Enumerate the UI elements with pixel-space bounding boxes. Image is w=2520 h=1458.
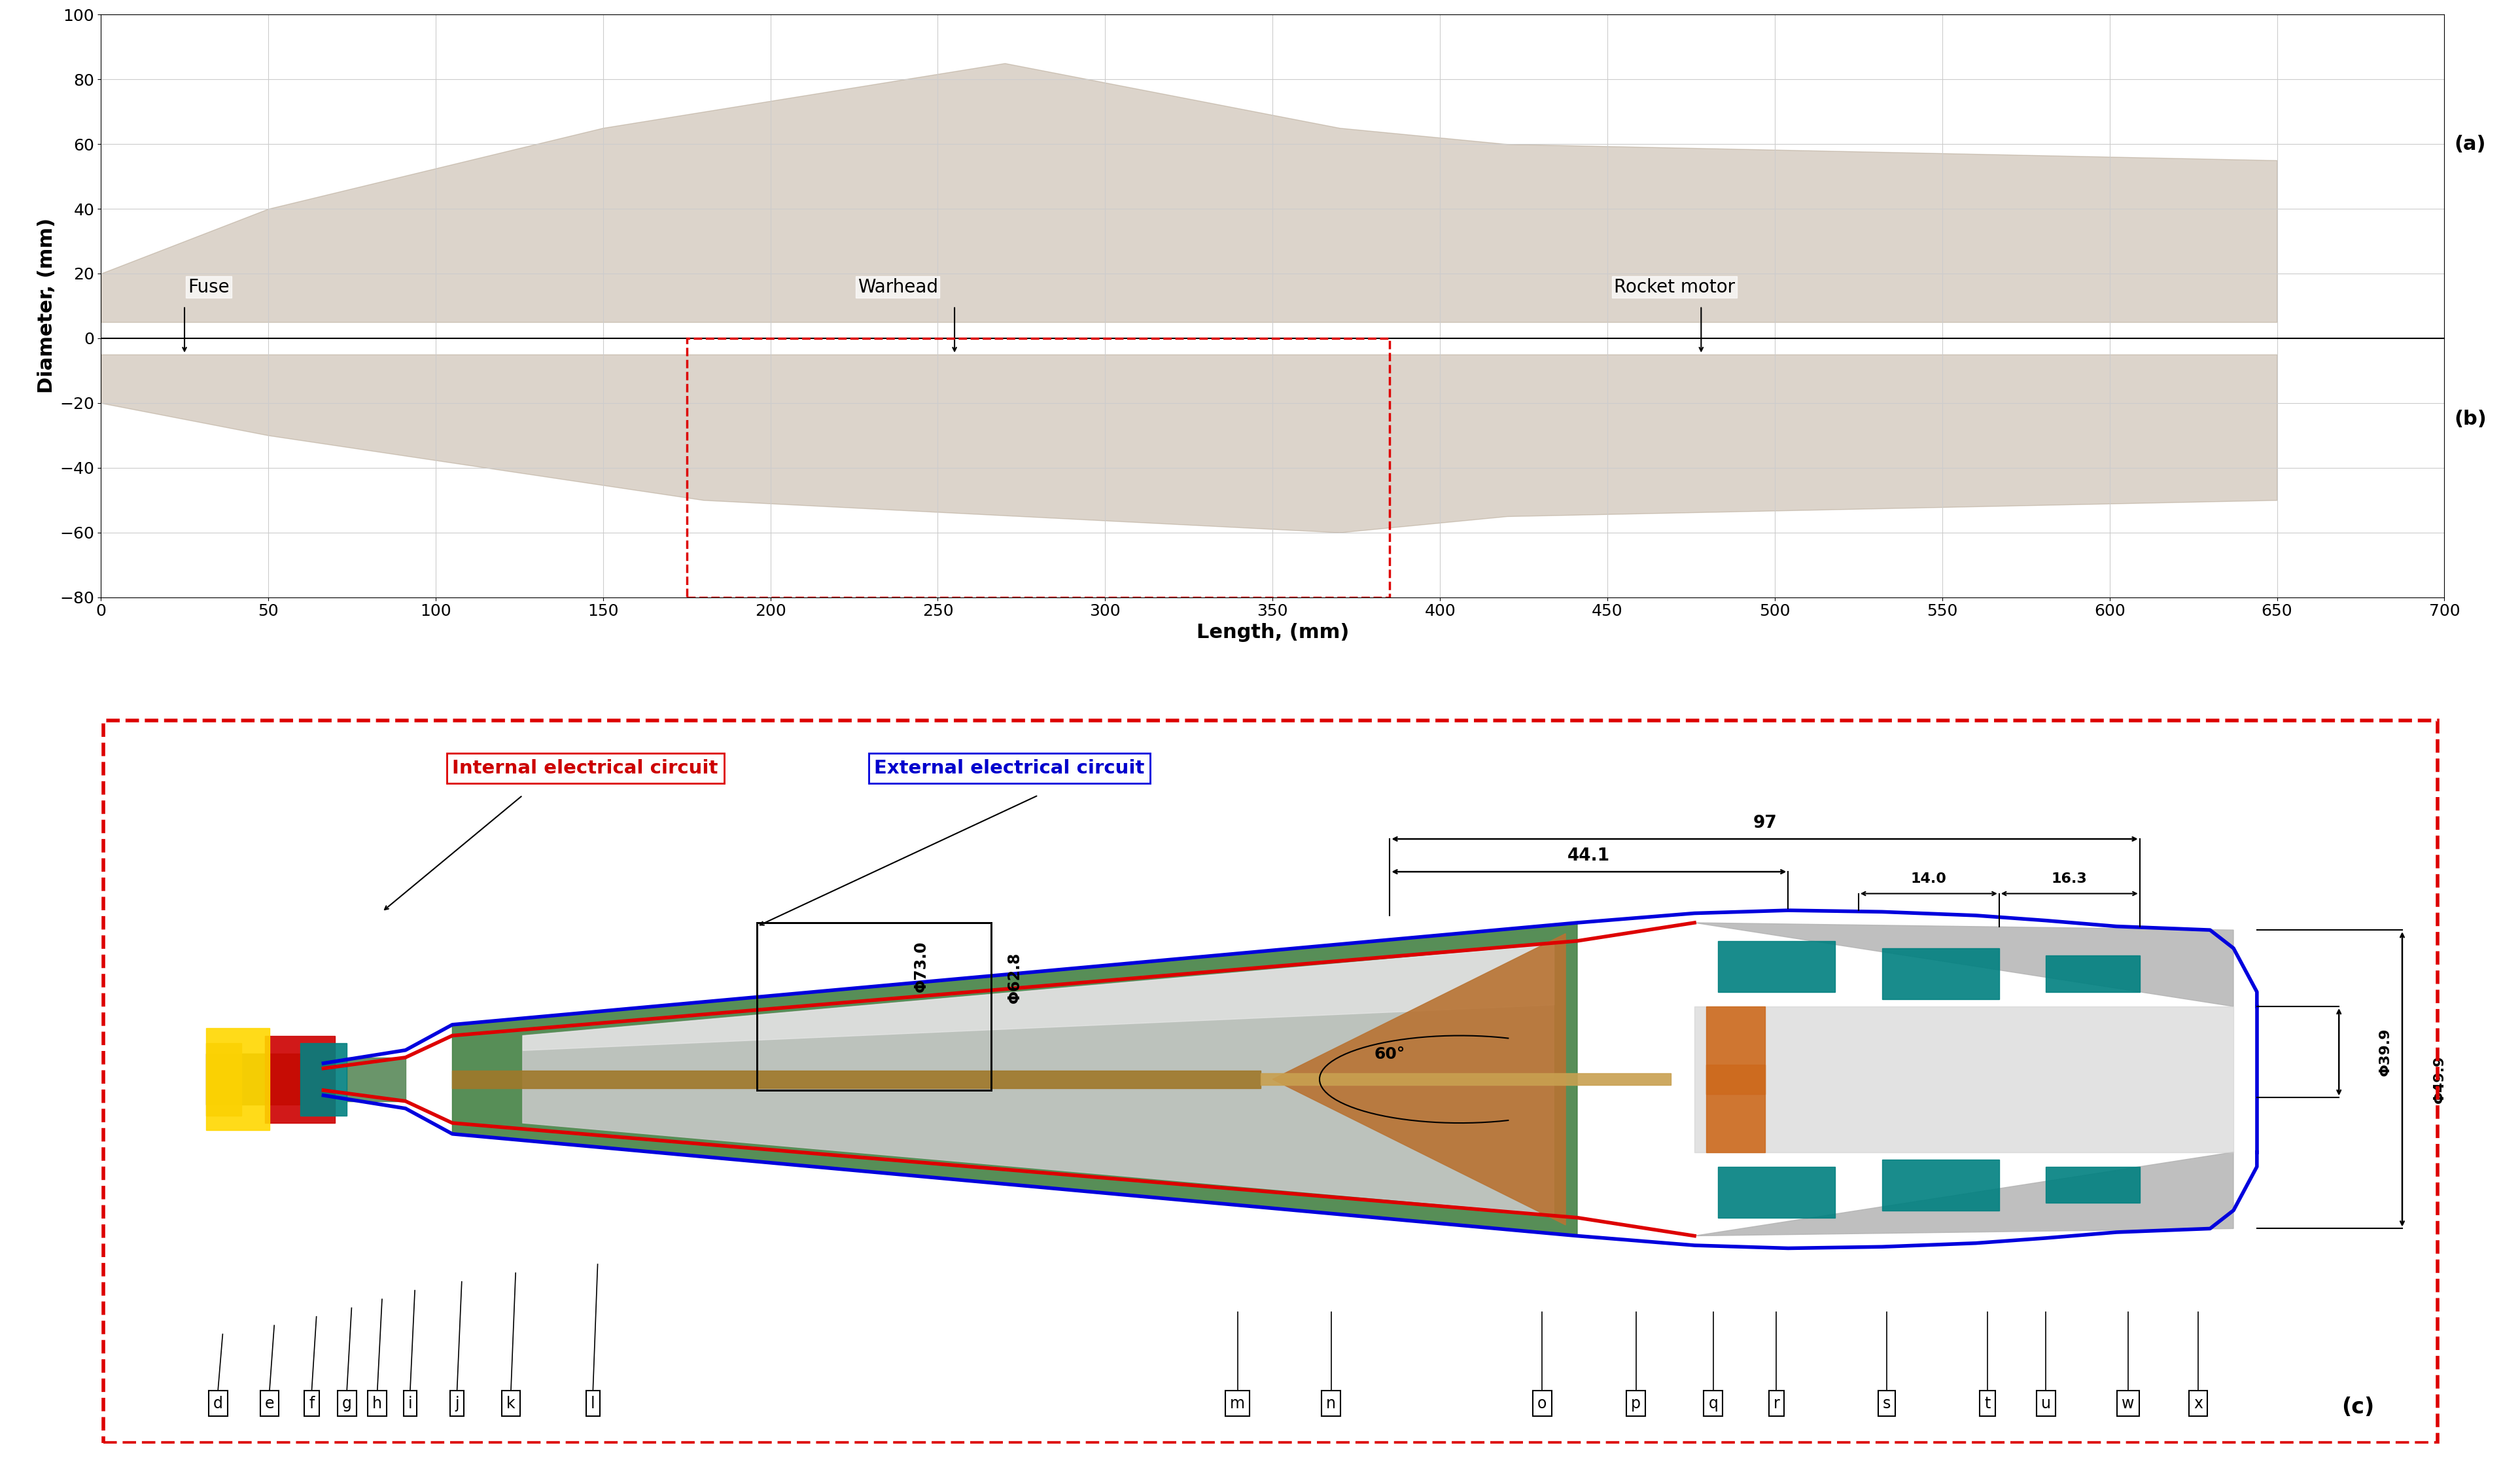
Polygon shape — [522, 945, 1555, 1215]
Bar — [685, 338, 1391, 598]
Polygon shape — [1882, 1159, 1998, 1210]
Polygon shape — [207, 1054, 300, 1105]
Text: 44.1: 44.1 — [1567, 847, 1610, 865]
Polygon shape — [1882, 948, 1998, 999]
Polygon shape — [454, 923, 1578, 1236]
Text: h: h — [373, 1395, 383, 1411]
Text: Φ73.0: Φ73.0 — [912, 940, 930, 991]
Text: s: s — [1882, 1395, 1890, 1411]
Polygon shape — [1273, 1079, 1565, 1225]
Text: d: d — [214, 1395, 222, 1411]
Polygon shape — [1706, 1064, 1764, 1152]
Text: 16.3: 16.3 — [2051, 872, 2087, 885]
Text: l: l — [590, 1395, 595, 1411]
Text: m: m — [1230, 1395, 1245, 1411]
X-axis label: Length, (mm): Length, (mm) — [1197, 623, 1348, 642]
Text: Warhead: Warhead — [857, 278, 937, 296]
Text: j: j — [456, 1395, 459, 1411]
Y-axis label: Diameter, (mm): Diameter, (mm) — [38, 219, 55, 394]
Polygon shape — [454, 1070, 1260, 1088]
Text: k: k — [507, 1395, 517, 1411]
Text: (c): (c) — [2341, 1397, 2374, 1419]
Text: Internal electrical circuit: Internal electrical circuit — [454, 760, 718, 777]
Text: Φ49.9: Φ49.9 — [2432, 1056, 2447, 1104]
Text: u: u — [2041, 1395, 2051, 1411]
Text: e: e — [265, 1395, 275, 1411]
Polygon shape — [1273, 933, 1565, 1079]
Polygon shape — [1719, 940, 1835, 991]
Bar — [756, 923, 990, 1091]
Polygon shape — [1693, 1152, 2233, 1236]
Text: External electrical circuit: External electrical circuit — [874, 760, 1144, 777]
Text: Φ39.9: Φ39.9 — [2379, 1028, 2391, 1076]
Text: 14.0: 14.0 — [1910, 872, 1948, 885]
Text: g: g — [343, 1395, 353, 1411]
Text: Rocket motor: Rocket motor — [1613, 278, 1734, 296]
Text: Fuse: Fuse — [189, 278, 229, 296]
Polygon shape — [207, 1028, 270, 1130]
Polygon shape — [1706, 1006, 1764, 1094]
Polygon shape — [348, 1057, 406, 1101]
Text: 60°: 60° — [1373, 1047, 1406, 1063]
Text: i: i — [408, 1395, 413, 1411]
Polygon shape — [265, 1035, 335, 1123]
Text: 97: 97 — [1754, 815, 1777, 833]
Text: q: q — [1709, 1395, 1719, 1411]
Text: f: f — [310, 1395, 315, 1411]
Polygon shape — [1693, 923, 2233, 1006]
Text: r: r — [1774, 1395, 1779, 1411]
Text: t: t — [1983, 1395, 1991, 1411]
Text: o: o — [1537, 1395, 1547, 1411]
Polygon shape — [1693, 1006, 2233, 1152]
Text: (a): (a) — [2454, 134, 2487, 153]
Text: (b): (b) — [2454, 410, 2487, 429]
Polygon shape — [2046, 1166, 2139, 1203]
Text: w: w — [2122, 1395, 2134, 1411]
Text: Φ62.8: Φ62.8 — [1008, 952, 1023, 1003]
Text: p: p — [1630, 1395, 1641, 1411]
Polygon shape — [2046, 955, 2139, 991]
Text: x: x — [2195, 1395, 2202, 1411]
Polygon shape — [1260, 1073, 1671, 1085]
Text: n: n — [1326, 1395, 1336, 1411]
Polygon shape — [1719, 1166, 1835, 1217]
Polygon shape — [300, 1042, 348, 1115]
Polygon shape — [207, 1042, 242, 1115]
